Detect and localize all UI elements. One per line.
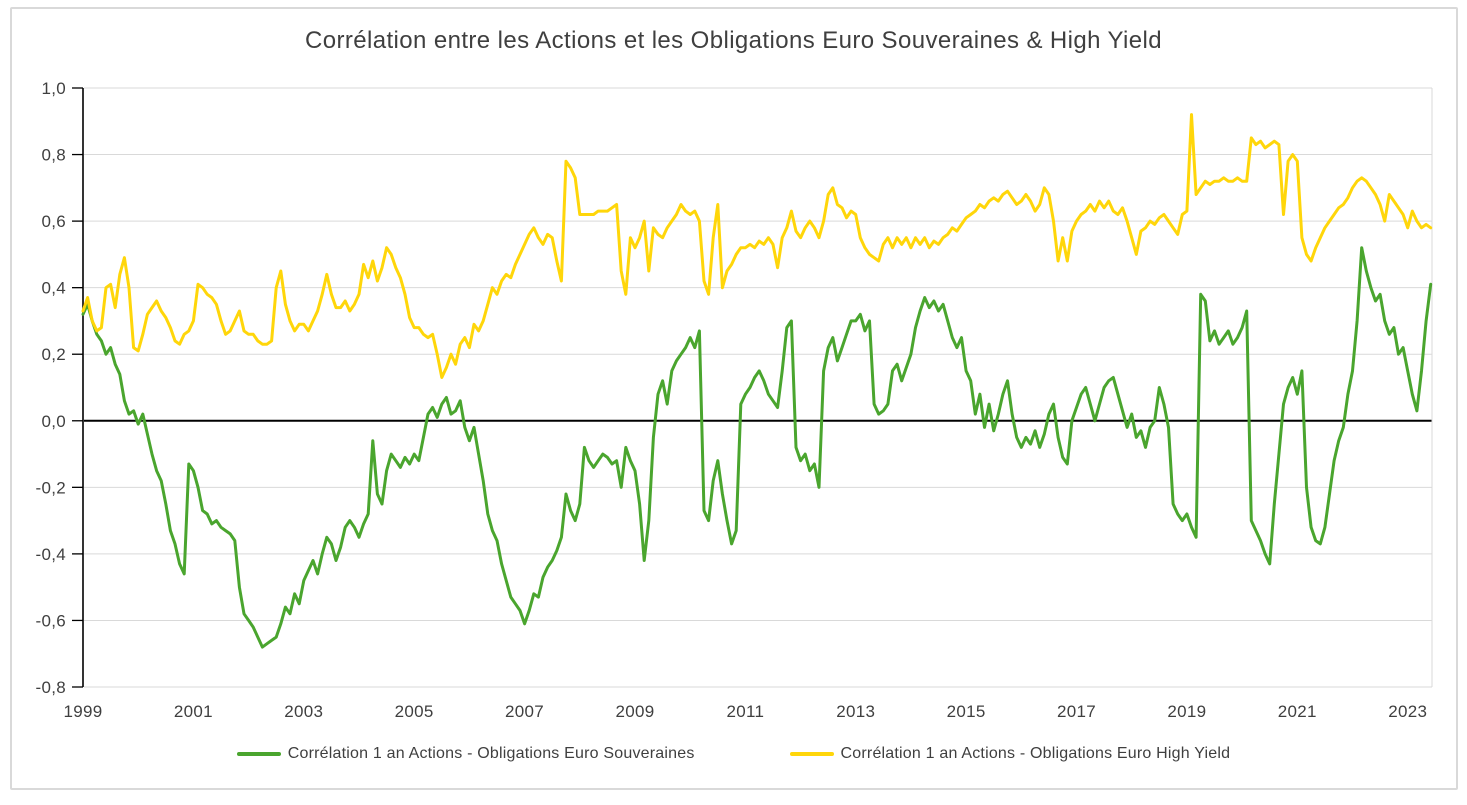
x-axis-label: 2007 <box>505 702 544 721</box>
y-axis-label: 0,8 <box>41 146 66 165</box>
y-axis-label: 0,0 <box>41 412 66 431</box>
y-axis-label: -0,4 <box>36 545 67 564</box>
legend-label-souveraines: Corrélation 1 an Actions - Obligations E… <box>287 745 695 762</box>
x-axis-label: 2005 <box>395 702 434 721</box>
legend-label-high-yield: Corrélation 1 an Actions - Obligations E… <box>840 745 1231 762</box>
y-axis-label: 1,0 <box>41 79 66 98</box>
x-axis-label: 1999 <box>63 702 102 721</box>
legend-item-high-yield: Corrélation 1 an Actions - Obligations E… <box>789 745 1231 763</box>
series-line-souveraines <box>81 246 1433 649</box>
chart-title: Corrélation entre les Actions et les Obl… <box>305 27 1162 54</box>
x-axis-label: 2023 <box>1388 702 1427 721</box>
y-axis-label: -0,2 <box>36 478 67 497</box>
y-axis-label: -0,8 <box>36 678 67 697</box>
x-axis-label: 2001 <box>174 702 213 721</box>
y-axis-label: 0,4 <box>41 279 66 298</box>
y-axis-label: -0,6 <box>36 611 67 630</box>
y-axis-label: 0,2 <box>41 345 66 364</box>
x-axis-label: 2011 <box>726 702 764 721</box>
legend-swatch-high-yield-icon <box>789 752 834 756</box>
x-axis-label: 2017 <box>1057 702 1096 721</box>
x-axis-label: 2013 <box>836 702 875 721</box>
series-line-high-yield <box>81 113 1433 379</box>
x-axis-label: 2019 <box>1167 702 1206 721</box>
x-axis-label: 2021 <box>1278 702 1317 721</box>
x-axis-label: 2009 <box>615 702 654 721</box>
legend-item-souveraines: Corrélation 1 an Actions - Obligations E… <box>236 745 695 763</box>
legend: Corrélation 1 an Actions - Obligations E… <box>0 745 1467 763</box>
x-axis-label: 2015 <box>947 702 986 721</box>
legend-swatch-souveraines-icon <box>236 752 281 756</box>
y-axis-label: 0,6 <box>41 212 66 231</box>
x-axis-label: 2003 <box>284 702 323 721</box>
